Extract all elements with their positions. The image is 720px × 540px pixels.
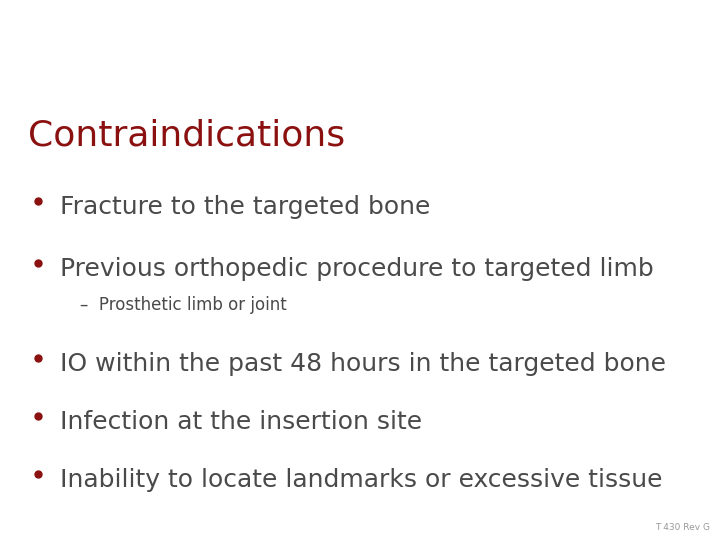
Text: Fracture to the targeted bone: Fracture to the targeted bone xyxy=(60,195,431,219)
Text: Previous orthopedic procedure to targeted limb: Previous orthopedic procedure to targete… xyxy=(60,257,654,281)
Text: T 430 Rev G: T 430 Rev G xyxy=(655,523,710,532)
Text: IO within the past 48 hours in the targeted bone: IO within the past 48 hours in the targe… xyxy=(60,352,666,376)
Text: Contraindications: Contraindications xyxy=(28,118,345,152)
Text: –  Prosthetic limb or joint: – Prosthetic limb or joint xyxy=(80,296,287,314)
Text: Inability to locate landmarks or excessive tissue: Inability to locate landmarks or excessi… xyxy=(60,468,662,492)
Text: Infection at the insertion site: Infection at the insertion site xyxy=(60,410,422,434)
